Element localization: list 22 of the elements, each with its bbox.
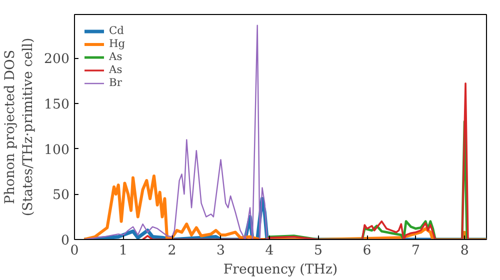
x-tick-label: 5 [314,244,323,258]
x-tick-label: 8 [460,244,469,258]
y-tick-label: 0 [61,234,70,248]
legend-label: As [109,63,124,76]
x-axis-title: Frequency (THz) [223,262,338,278]
x-tick-label: 4 [265,244,274,258]
x-tick-label: 7 [412,244,420,258]
x-tick-label: 3 [216,244,226,258]
line-series [82,174,486,240]
x-tick-label: 1 [119,244,128,258]
y-tick-label: 200 [44,52,70,68]
legend-label: Br [109,76,123,89]
legend-label: Hg [109,37,126,50]
y-axis-title: Phonon projected DOS (States/THz·primitive cell) [3,38,36,216]
x-tick-label: 6 [362,244,372,258]
legend-label: Cd [109,24,125,37]
legend-label: As [109,50,124,63]
y-tick-label: 50 [52,188,70,204]
y-tick-label: 100 [44,142,70,158]
x-tick-label: 2 [168,244,176,258]
y-tick-label: 150 [44,97,70,112]
line-series [142,82,486,240]
